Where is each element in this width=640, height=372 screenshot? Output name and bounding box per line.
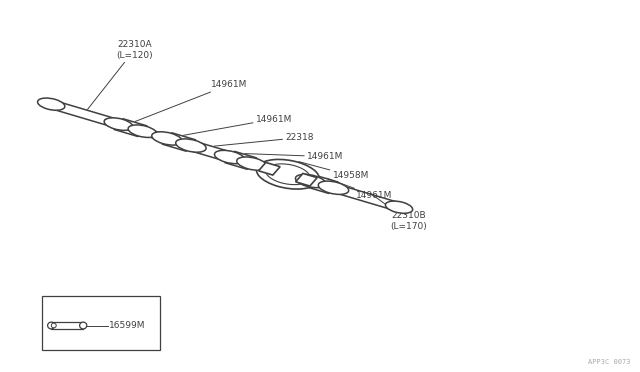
Text: 22310A
(L=120): 22310A (L=120) [88,40,153,109]
Ellipse shape [38,98,65,110]
Text: APP3C 0073: APP3C 0073 [588,359,630,365]
Ellipse shape [318,181,349,195]
Polygon shape [225,151,257,169]
Ellipse shape [79,322,87,329]
Ellipse shape [128,125,157,137]
Ellipse shape [255,164,279,173]
Polygon shape [259,163,280,175]
Text: 14961M: 14961M [183,115,292,135]
Bar [42,296,160,350]
Ellipse shape [130,127,155,136]
Polygon shape [140,128,168,141]
Polygon shape [51,323,83,328]
Text: 14961M: 14961M [245,152,343,161]
Text: 14961M: 14961M [135,80,247,122]
Ellipse shape [214,150,245,164]
Text: 16599M: 16599M [109,321,145,330]
Polygon shape [162,133,196,151]
Ellipse shape [153,134,177,142]
Polygon shape [330,184,403,211]
Polygon shape [296,173,317,186]
Text: 14958M: 14958M [299,162,369,180]
Ellipse shape [321,183,346,192]
Polygon shape [187,141,232,161]
Ellipse shape [47,322,55,329]
Text: 22318: 22318 [214,133,314,146]
Polygon shape [114,119,147,137]
Ellipse shape [385,201,413,213]
Text: 14961M: 14961M [327,178,392,200]
Ellipse shape [51,323,56,328]
Ellipse shape [297,176,321,185]
Polygon shape [250,161,269,171]
Ellipse shape [152,132,182,145]
Polygon shape [48,100,120,127]
Text: 22310B
(L=170): 22310B (L=170) [371,193,427,231]
Ellipse shape [104,119,129,128]
Ellipse shape [104,118,132,130]
Ellipse shape [176,139,206,152]
Ellipse shape [216,152,240,161]
Ellipse shape [179,141,203,150]
Ellipse shape [237,157,267,170]
Polygon shape [306,175,339,193]
Ellipse shape [266,164,310,185]
Ellipse shape [240,159,264,168]
Ellipse shape [296,174,326,187]
Ellipse shape [257,160,319,189]
